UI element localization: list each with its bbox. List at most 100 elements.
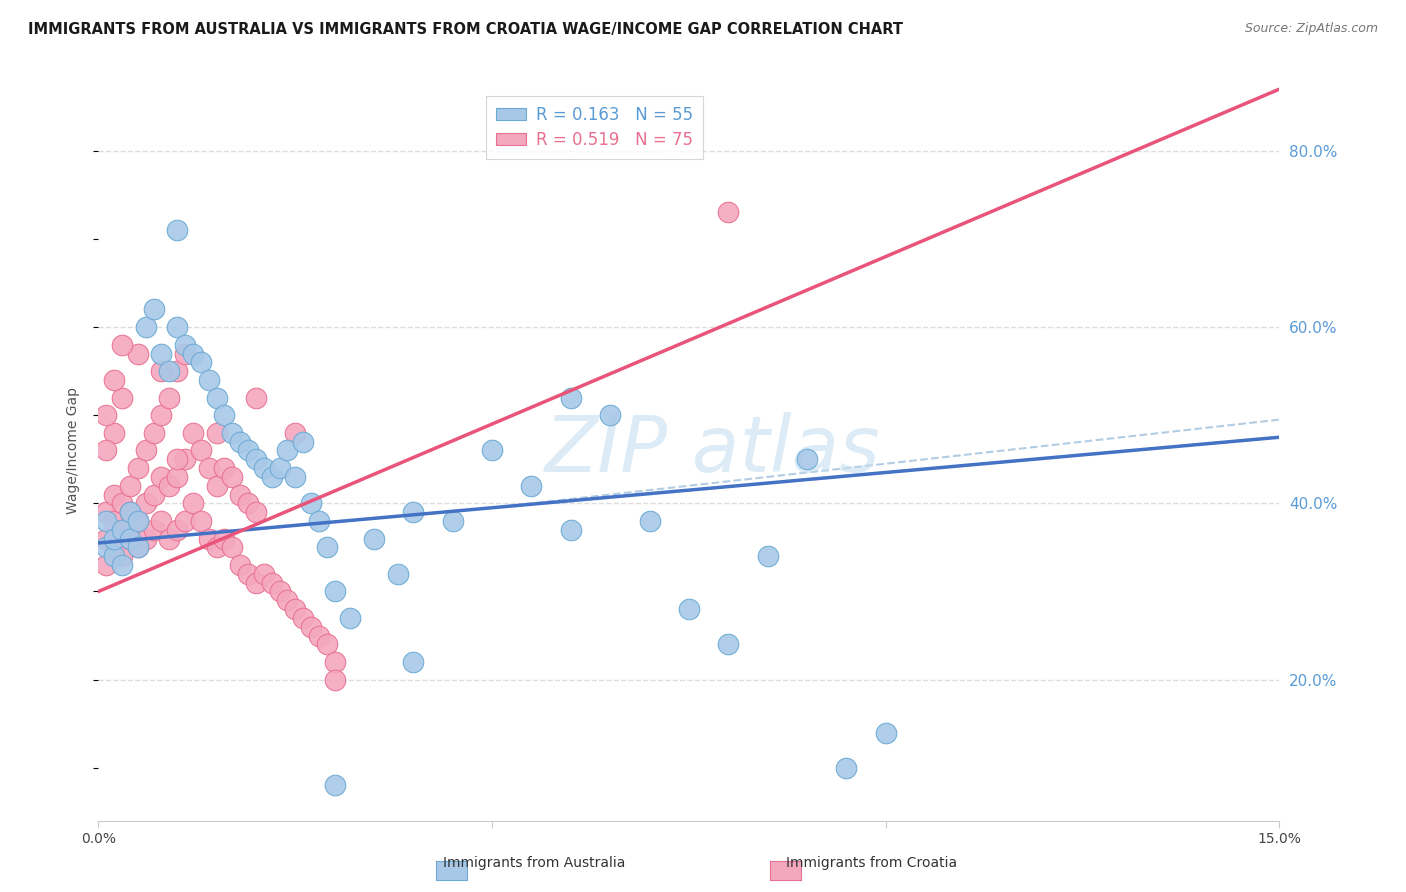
Point <box>127 461 149 475</box>
Point <box>214 461 236 475</box>
Point <box>717 205 740 219</box>
Point <box>111 549 134 564</box>
Point <box>197 373 219 387</box>
Point <box>190 355 212 369</box>
Point <box>236 443 259 458</box>
Point <box>245 505 267 519</box>
Point <box>402 655 425 669</box>
Point <box>103 373 125 387</box>
Text: Immigrants from Croatia: Immigrants from Croatia <box>786 855 957 870</box>
Point <box>292 611 315 625</box>
Point <box>150 514 173 528</box>
Point <box>157 391 180 405</box>
Point <box>111 496 134 510</box>
Point <box>481 443 503 458</box>
Point <box>103 532 125 546</box>
Point <box>96 532 118 546</box>
Point <box>315 637 337 651</box>
Point <box>157 479 180 493</box>
Point <box>284 425 307 440</box>
Point <box>205 425 228 440</box>
Point <box>323 673 346 687</box>
Point <box>174 346 197 360</box>
Point <box>260 470 283 484</box>
Point <box>166 364 188 378</box>
Point <box>111 523 134 537</box>
Point <box>323 655 346 669</box>
Point <box>135 532 157 546</box>
Legend: R = 0.163   N = 55, R = 0.519   N = 75: R = 0.163 N = 55, R = 0.519 N = 75 <box>486 96 703 159</box>
Point <box>150 346 173 360</box>
Point <box>269 461 291 475</box>
Point <box>103 541 125 555</box>
Text: Source: ZipAtlas.com: Source: ZipAtlas.com <box>1244 22 1378 36</box>
Point <box>875 725 897 739</box>
Point <box>599 408 621 422</box>
Point <box>299 620 322 634</box>
Point <box>166 223 188 237</box>
Point <box>717 637 740 651</box>
Point <box>441 514 464 528</box>
Point <box>221 541 243 555</box>
Point <box>756 549 779 564</box>
Point <box>284 470 307 484</box>
Point <box>166 470 188 484</box>
Point <box>387 566 409 581</box>
Point <box>236 566 259 581</box>
Point <box>127 541 149 555</box>
Point <box>103 487 125 501</box>
Point <box>118 532 141 546</box>
Text: Immigrants from Australia: Immigrants from Australia <box>443 855 626 870</box>
Point <box>229 434 252 449</box>
Point <box>111 523 134 537</box>
Point <box>560 391 582 405</box>
Point <box>135 443 157 458</box>
Point <box>166 452 188 467</box>
Y-axis label: Wage/Income Gap: Wage/Income Gap <box>66 387 80 514</box>
Point <box>796 452 818 467</box>
Point <box>111 558 134 572</box>
Point <box>103 514 125 528</box>
Point <box>245 575 267 590</box>
Point <box>96 558 118 572</box>
Point <box>150 408 173 422</box>
Point <box>835 761 858 775</box>
Point <box>253 461 276 475</box>
Point <box>190 514 212 528</box>
Point <box>308 628 330 642</box>
Point <box>135 320 157 334</box>
Point <box>197 461 219 475</box>
Point <box>111 391 134 405</box>
Point <box>323 584 346 599</box>
Point <box>127 514 149 528</box>
Point <box>174 514 197 528</box>
Point <box>103 549 125 564</box>
Point <box>150 364 173 378</box>
Point <box>339 611 361 625</box>
Point <box>245 452 267 467</box>
Point <box>269 584 291 599</box>
Point <box>190 443 212 458</box>
Point <box>174 337 197 351</box>
Point <box>520 479 543 493</box>
Point <box>166 320 188 334</box>
Point <box>118 532 141 546</box>
Point <box>678 602 700 616</box>
Point <box>96 505 118 519</box>
Point <box>111 337 134 351</box>
Point <box>96 408 118 422</box>
Point <box>284 602 307 616</box>
Point <box>245 391 267 405</box>
Point <box>118 479 141 493</box>
Point <box>142 523 165 537</box>
Point <box>181 496 204 510</box>
Text: ZIP atlas: ZIP atlas <box>544 412 880 489</box>
Point <box>181 346 204 360</box>
Point <box>142 487 165 501</box>
Point <box>229 487 252 501</box>
Point <box>221 425 243 440</box>
Point <box>236 496 259 510</box>
Point <box>103 425 125 440</box>
Point <box>276 443 298 458</box>
Point <box>166 523 188 537</box>
